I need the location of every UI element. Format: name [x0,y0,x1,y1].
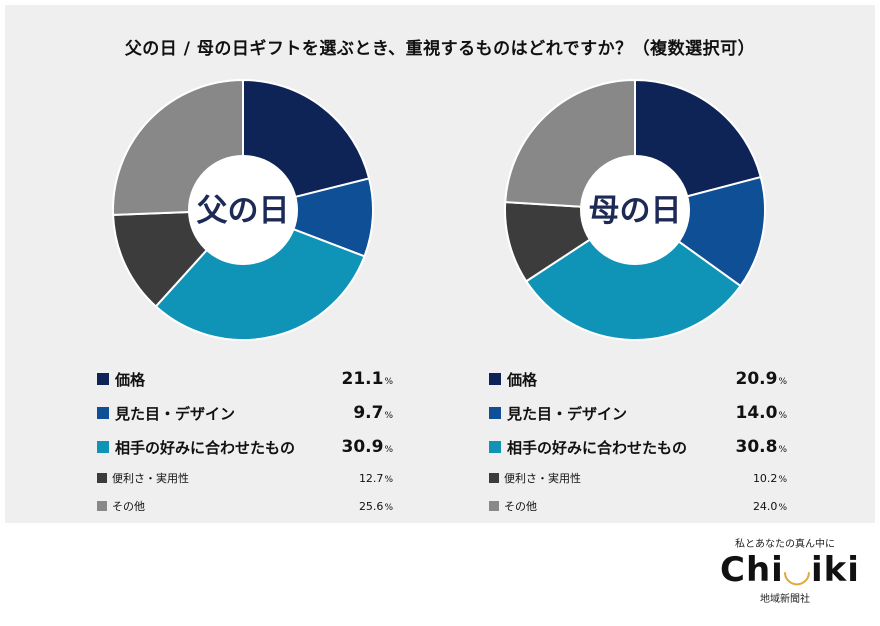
pie-center-label: 母の日 [589,193,682,229]
pie-center-label: 父の日 [197,193,290,229]
legend-swatch [97,441,109,453]
legend-swatch [489,473,499,483]
legend-row: その他 25.6% [97,492,393,520]
legend-value: 10.2% [752,471,787,485]
logo-brand: Chi◡iki [720,550,860,590]
legend-row: 便利さ・実用性 12.7% [97,464,393,492]
legend-value: 30.8% [735,437,787,457]
legend-value: 24.0% [752,499,787,513]
legend-row: その他 24.0% [489,492,787,520]
legend-swatch [489,441,501,453]
legend-swatch [97,473,107,483]
mother-day-legend: 価格 20.9% 見た目・デザイン 14.0% 相手の好みに合わせたもの 30.8% 便利さ… [489,362,787,520]
legend-swatch [489,501,499,511]
legend-value: 9.7% [353,403,393,423]
legend-value: 21.1% [341,369,393,389]
legend-label: 相手の好みに合わせたもの [507,438,688,457]
legend-label: 見た目・デザイン [507,404,628,423]
pie-slice-3 [524,208,742,341]
legend-value: 20.9% [735,369,787,389]
legend-label: その他 [112,500,145,513]
logo-tagline: 私とあなたの真ん中に [735,539,835,550]
legend-swatch [97,407,109,419]
legend-row: 相手の好みに合わせたもの 30.9% [97,430,393,464]
pie-slice-2 [239,177,374,258]
legend-label: 価格 [115,370,146,389]
legend-row: 相手の好みに合わせたもの 30.8% [489,430,787,464]
donut-hole [188,155,298,265]
legend-row: 価格 21.1% [97,362,393,396]
legend-value: 14.0% [735,403,787,423]
legend-swatch [489,407,501,419]
legend-row: 便利さ・実用性 10.2% [489,464,787,492]
legend-swatch [489,373,501,385]
legend-label: 価格 [507,370,538,389]
legend-label: その他 [504,500,537,513]
pie-slice-3 [154,208,366,341]
legend-swatch [97,501,107,511]
mother-day-pie: 母の日 [504,78,766,341]
legend-value: 12.7% [358,471,393,485]
legend-row: 価格 20.9% [489,362,787,396]
legend-value: 25.6% [358,499,393,513]
logo-company: 地域新聞社 [760,594,810,605]
donut-hole [580,155,690,265]
legend-row: 見た目・デザイン 9.7% [97,396,393,430]
legend-label: 見た目・デザイン [115,404,236,423]
chart-title: 父の日 / 母の日ギフトを選ぶとき、重視するものはどれですか？（複数選択可） [124,39,756,59]
smile-icon: ◡ [783,550,811,590]
father-day-pie: 父の日 [112,78,374,341]
legend-swatch [97,373,109,385]
legend-label: 相手の好みに合わせたもの [115,438,296,457]
legend-value: 30.9% [341,437,393,457]
company-logo: 私とあなたの真ん中に Chi◡iki 地域新聞社 [720,535,860,605]
legend-label: 便利さ・実用性 [504,472,581,485]
legend-label: 便利さ・実用性 [112,472,189,485]
father-day-legend: 価格 21.1% 見た目・デザイン 9.7% 相手の好みに合わせたもの 30.9% 便利さ・… [97,362,393,520]
legend-row: 見た目・デザイン 14.0% [489,396,787,430]
